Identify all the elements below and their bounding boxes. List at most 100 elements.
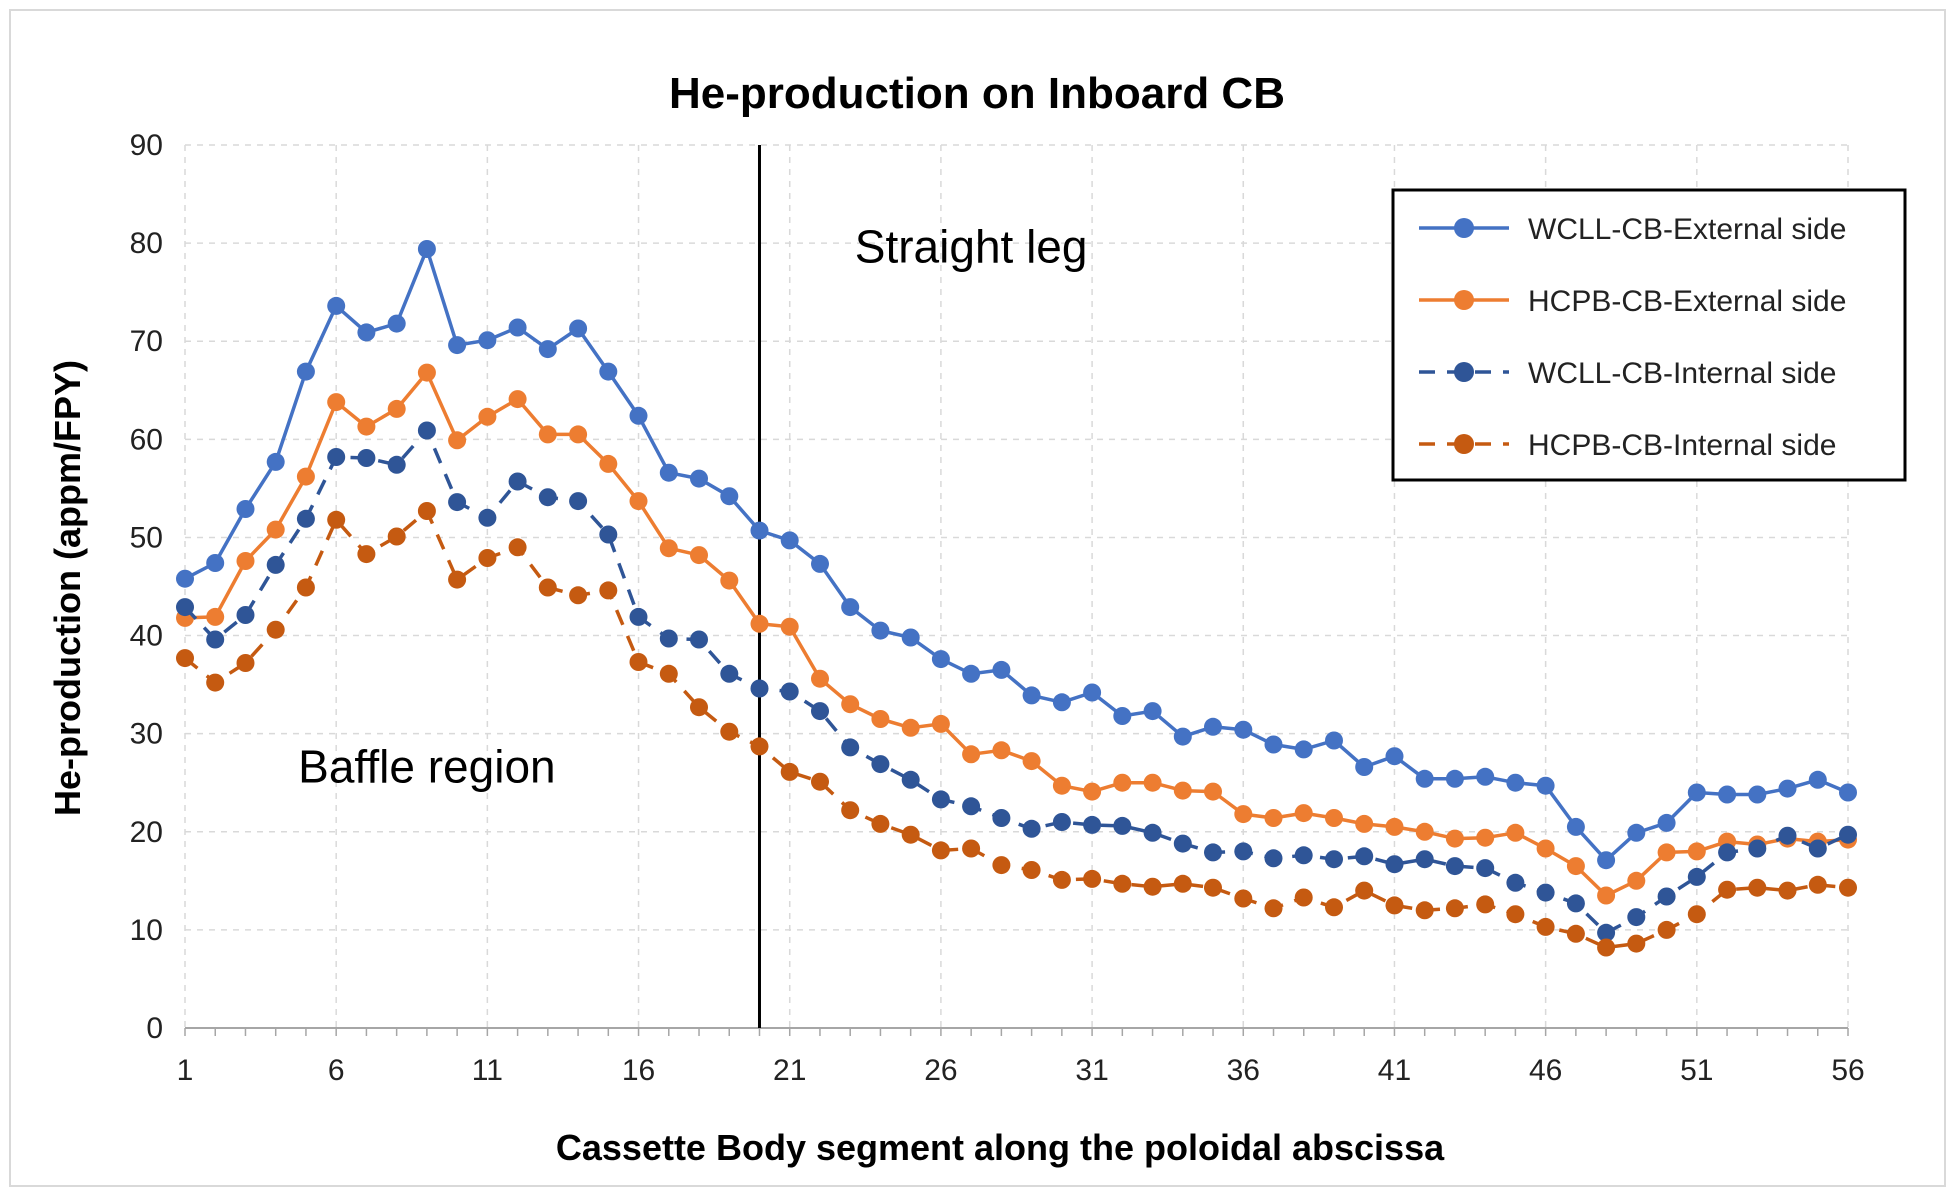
data-point [780,682,799,701]
data-point [1808,770,1827,789]
data-point [176,649,194,668]
data-point [1627,934,1646,953]
data-point [1748,785,1767,804]
data-point [1718,843,1737,862]
data-point [1355,758,1374,776]
data-point [1355,814,1374,833]
annotations: Straight leg Baffle region [298,221,1087,793]
y-tick-label: 40 [130,620,163,653]
data-point [1687,842,1706,861]
data-point [690,630,708,649]
y-tick-label: 90 [130,129,163,162]
data-point [841,598,860,617]
data-point [1083,782,1102,801]
data-point [1385,855,1404,874]
data-point [1294,888,1313,907]
legend-item-hcpb-cb-external-side: HCPB-CB-External side [1419,285,1846,318]
data-point [901,825,920,844]
data-point [1839,878,1857,897]
y-tick-label: 80 [130,227,163,260]
data-point [1113,773,1132,792]
data-point [1536,917,1555,936]
data-point [1173,781,1192,800]
data-point [538,578,557,597]
data-point [448,336,467,355]
data-point [1294,740,1313,759]
data-point [1778,779,1797,798]
x-tick-label: 21 [773,1054,806,1087]
legend-swatch-marker [1454,290,1474,310]
legend-label: WCLL-CB-Internal side [1528,357,1836,390]
data-point [1657,920,1676,939]
data-point [1718,785,1737,804]
data-point [1022,819,1041,838]
data-point [1083,815,1102,834]
data-point [1385,747,1404,766]
data-point [1173,834,1192,853]
legend-label: HCPB-CB-Internal side [1528,429,1836,462]
data-point [780,531,799,550]
data-point [1597,923,1616,942]
data-point [387,527,406,546]
data-point [1506,905,1525,924]
data-point [1748,878,1767,897]
data-point [599,581,618,600]
data-point [1839,825,1857,844]
data-point [1445,899,1464,918]
data-point [1657,843,1676,862]
data-point [1083,869,1102,888]
data-point [720,487,739,506]
data-point [1445,829,1464,848]
x-tick-label: 1 [177,1054,194,1087]
legend-item-wcll-cb-internal-side: WCLL-CB-Internal side [1419,357,1836,390]
data-point [1778,881,1797,900]
data-point [599,525,618,544]
data-point [1476,859,1495,878]
data-point [1264,849,1283,868]
legend-item-hcpb-cb-internal-side: HCPB-CB-Internal side [1419,429,1836,462]
data-point [962,745,981,764]
data-point [1627,908,1646,927]
data-point [327,296,346,315]
data-point [357,417,376,436]
data-point [296,362,315,381]
data-point [569,492,588,511]
data-point [538,340,557,359]
data-point [1264,809,1283,827]
data-point [1506,873,1525,892]
data-point [327,510,346,529]
data-point [448,493,467,512]
series-group [176,240,1857,957]
y-tick-label: 0 [146,1012,163,1045]
data-point [1597,938,1616,957]
data-point [931,841,950,860]
data-point [1294,846,1313,865]
data-point [296,467,315,486]
data-point [448,570,467,589]
data-point [750,614,769,633]
data-point [206,607,225,626]
data-point [811,702,829,721]
data-point [750,679,769,698]
data-point [478,407,497,426]
x-tick-label: 36 [1227,1054,1260,1087]
data-point [811,669,829,688]
chart-border [9,9,1946,1187]
data-point [236,606,255,624]
data-point [1234,889,1253,908]
annotation-straight-leg: Straight leg [855,221,1088,273]
data-point [1506,773,1525,792]
data-point [1234,720,1253,739]
data-point [1687,783,1706,802]
data-point [417,240,436,258]
data-point [1143,773,1162,792]
x-tick-label: 26 [924,1054,957,1087]
data-point [1264,899,1283,918]
x-tick-label: 16 [622,1054,655,1087]
legend-box [1391,188,1907,482]
data-point [1264,735,1283,754]
series-wcll-cb-internal-side [176,421,1857,942]
data-point [659,539,678,558]
data-point [962,664,981,683]
data-point [1566,857,1585,876]
